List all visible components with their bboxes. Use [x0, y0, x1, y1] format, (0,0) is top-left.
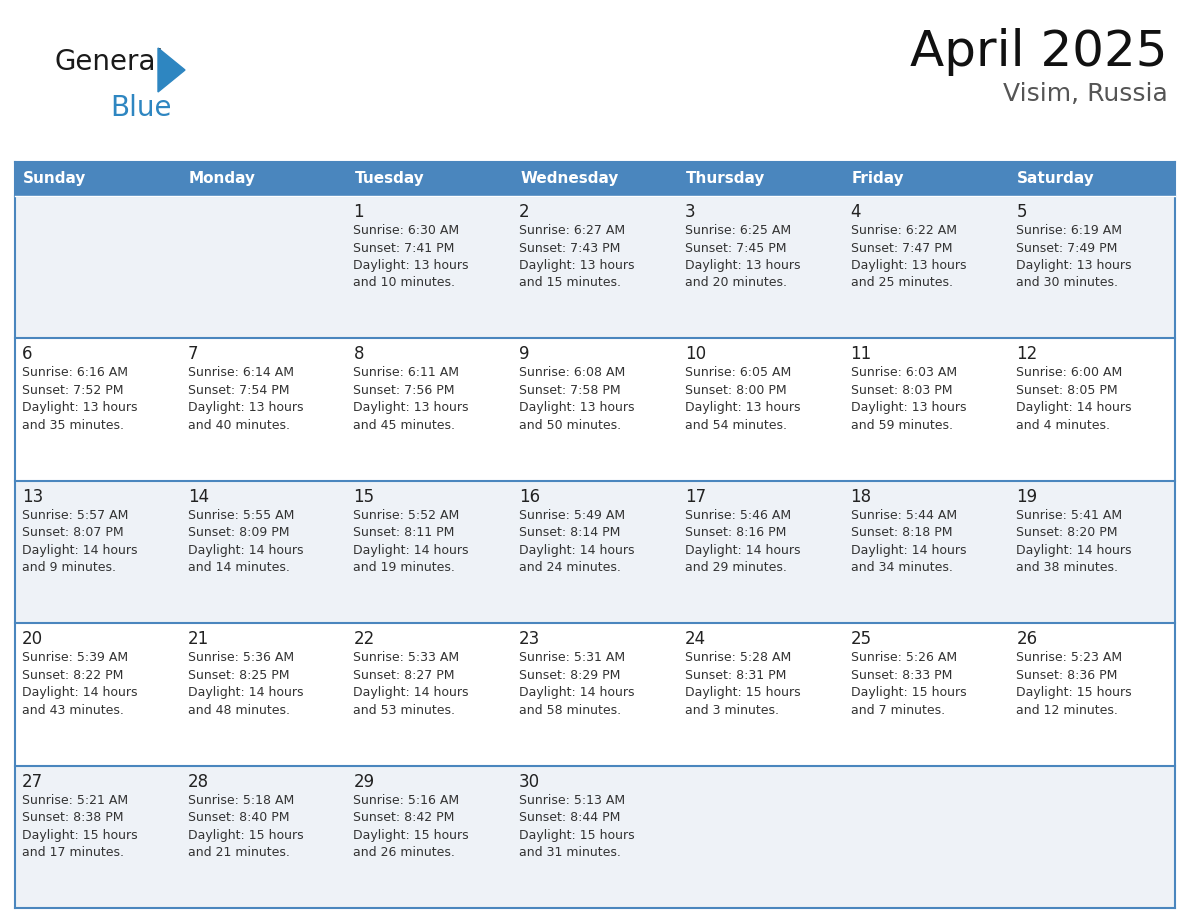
Bar: [15, 623, 1175, 766]
Text: Wednesday: Wednesday: [520, 172, 619, 186]
Text: Sunrise: 6:03 AM
Sunset: 8:03 PM
Daylight: 13 hours
and 59 minutes.: Sunrise: 6:03 AM Sunset: 8:03 PM Dayligh…: [851, 366, 966, 431]
Text: 25: 25: [851, 630, 872, 648]
Text: Sunrise: 6:25 AM
Sunset: 7:45 PM
Daylight: 13 hours
and 20 minutes.: Sunrise: 6:25 AM Sunset: 7:45 PM Dayligh…: [684, 224, 801, 289]
Text: Sunrise: 5:49 AM
Sunset: 8:14 PM
Daylight: 14 hours
and 24 minutes.: Sunrise: 5:49 AM Sunset: 8:14 PM Dayligh…: [519, 509, 634, 575]
Text: Sunrise: 5:55 AM
Sunset: 8:09 PM
Daylight: 14 hours
and 14 minutes.: Sunrise: 5:55 AM Sunset: 8:09 PM Dayligh…: [188, 509, 303, 575]
Bar: [15, 766, 1175, 908]
Text: 9: 9: [519, 345, 530, 364]
Text: 27: 27: [23, 773, 43, 790]
Text: Sunrise: 6:08 AM
Sunset: 7:58 PM
Daylight: 13 hours
and 50 minutes.: Sunrise: 6:08 AM Sunset: 7:58 PM Dayligh…: [519, 366, 634, 431]
Text: 7: 7: [188, 345, 198, 364]
Text: 23: 23: [519, 630, 541, 648]
Bar: [15, 481, 1175, 623]
Text: Sunrise: 5:57 AM
Sunset: 8:07 PM
Daylight: 14 hours
and 9 minutes.: Sunrise: 5:57 AM Sunset: 8:07 PM Dayligh…: [23, 509, 138, 575]
Text: Sunrise: 6:27 AM
Sunset: 7:43 PM
Daylight: 13 hours
and 15 minutes.: Sunrise: 6:27 AM Sunset: 7:43 PM Dayligh…: [519, 224, 634, 289]
Text: Sunrise: 5:46 AM
Sunset: 8:16 PM
Daylight: 14 hours
and 29 minutes.: Sunrise: 5:46 AM Sunset: 8:16 PM Dayligh…: [684, 509, 801, 575]
Text: Sunrise: 6:22 AM
Sunset: 7:47 PM
Daylight: 13 hours
and 25 minutes.: Sunrise: 6:22 AM Sunset: 7:47 PM Dayligh…: [851, 224, 966, 289]
Text: Tuesday: Tuesday: [354, 172, 424, 186]
Text: Sunrise: 6:16 AM
Sunset: 7:52 PM
Daylight: 13 hours
and 35 minutes.: Sunrise: 6:16 AM Sunset: 7:52 PM Dayligh…: [23, 366, 138, 431]
Text: 14: 14: [188, 487, 209, 506]
Text: Saturday: Saturday: [1017, 172, 1095, 186]
Text: 24: 24: [684, 630, 706, 648]
Bar: [15, 339, 1175, 481]
Text: 1: 1: [353, 203, 364, 221]
Text: 18: 18: [851, 487, 872, 506]
Text: 22: 22: [353, 630, 374, 648]
Text: 11: 11: [851, 345, 872, 364]
Text: 10: 10: [684, 345, 706, 364]
Text: Sunrise: 5:18 AM
Sunset: 8:40 PM
Daylight: 15 hours
and 21 minutes.: Sunrise: 5:18 AM Sunset: 8:40 PM Dayligh…: [188, 793, 303, 859]
Text: 12: 12: [1016, 345, 1037, 364]
Text: Visim, Russia: Visim, Russia: [1003, 82, 1168, 106]
Text: Sunrise: 6:19 AM
Sunset: 7:49 PM
Daylight: 13 hours
and 30 minutes.: Sunrise: 6:19 AM Sunset: 7:49 PM Dayligh…: [1016, 224, 1132, 289]
Text: Thursday: Thursday: [685, 172, 765, 186]
Bar: [15, 196, 1175, 339]
Text: Sunrise: 5:21 AM
Sunset: 8:38 PM
Daylight: 15 hours
and 17 minutes.: Sunrise: 5:21 AM Sunset: 8:38 PM Dayligh…: [23, 793, 138, 859]
Text: Sunrise: 6:05 AM
Sunset: 8:00 PM
Daylight: 13 hours
and 54 minutes.: Sunrise: 6:05 AM Sunset: 8:00 PM Dayligh…: [684, 366, 801, 431]
Text: Sunrise: 5:13 AM
Sunset: 8:44 PM
Daylight: 15 hours
and 31 minutes.: Sunrise: 5:13 AM Sunset: 8:44 PM Dayligh…: [519, 793, 634, 859]
Text: 6: 6: [23, 345, 32, 364]
Text: 3: 3: [684, 203, 695, 221]
Text: 28: 28: [188, 773, 209, 790]
Text: Sunrise: 5:26 AM
Sunset: 8:33 PM
Daylight: 15 hours
and 7 minutes.: Sunrise: 5:26 AM Sunset: 8:33 PM Dayligh…: [851, 651, 966, 717]
Text: 30: 30: [519, 773, 541, 790]
Text: 21: 21: [188, 630, 209, 648]
Text: Sunrise: 5:16 AM
Sunset: 8:42 PM
Daylight: 15 hours
and 26 minutes.: Sunrise: 5:16 AM Sunset: 8:42 PM Dayligh…: [353, 793, 469, 859]
Text: Sunrise: 6:30 AM
Sunset: 7:41 PM
Daylight: 13 hours
and 10 minutes.: Sunrise: 6:30 AM Sunset: 7:41 PM Dayligh…: [353, 224, 469, 289]
Text: 16: 16: [519, 487, 541, 506]
Text: Sunrise: 5:44 AM
Sunset: 8:18 PM
Daylight: 14 hours
and 34 minutes.: Sunrise: 5:44 AM Sunset: 8:18 PM Dayligh…: [851, 509, 966, 575]
Text: Sunrise: 5:31 AM
Sunset: 8:29 PM
Daylight: 14 hours
and 58 minutes.: Sunrise: 5:31 AM Sunset: 8:29 PM Dayligh…: [519, 651, 634, 717]
Text: 4: 4: [851, 203, 861, 221]
Text: 8: 8: [353, 345, 364, 364]
Text: Blue: Blue: [110, 94, 171, 122]
Text: 13: 13: [23, 487, 43, 506]
Text: 5: 5: [1016, 203, 1026, 221]
Text: General: General: [55, 48, 164, 76]
Text: 26: 26: [1016, 630, 1037, 648]
Text: Sunrise: 5:33 AM
Sunset: 8:27 PM
Daylight: 14 hours
and 53 minutes.: Sunrise: 5:33 AM Sunset: 8:27 PM Dayligh…: [353, 651, 469, 717]
Text: 2: 2: [519, 203, 530, 221]
Text: Sunrise: 5:36 AM
Sunset: 8:25 PM
Daylight: 14 hours
and 48 minutes.: Sunrise: 5:36 AM Sunset: 8:25 PM Dayligh…: [188, 651, 303, 717]
Text: Friday: Friday: [852, 172, 904, 186]
Text: 19: 19: [1016, 487, 1037, 506]
Text: Sunrise: 6:14 AM
Sunset: 7:54 PM
Daylight: 13 hours
and 40 minutes.: Sunrise: 6:14 AM Sunset: 7:54 PM Dayligh…: [188, 366, 303, 431]
Text: 15: 15: [353, 487, 374, 506]
Text: April 2025: April 2025: [910, 28, 1168, 76]
Text: 29: 29: [353, 773, 374, 790]
Text: Sunrise: 5:23 AM
Sunset: 8:36 PM
Daylight: 15 hours
and 12 minutes.: Sunrise: 5:23 AM Sunset: 8:36 PM Dayligh…: [1016, 651, 1132, 717]
Text: Sunrise: 5:52 AM
Sunset: 8:11 PM
Daylight: 14 hours
and 19 minutes.: Sunrise: 5:52 AM Sunset: 8:11 PM Dayligh…: [353, 509, 469, 575]
Text: Sunrise: 6:00 AM
Sunset: 8:05 PM
Daylight: 14 hours
and 4 minutes.: Sunrise: 6:00 AM Sunset: 8:05 PM Dayligh…: [1016, 366, 1132, 431]
Polygon shape: [158, 48, 185, 92]
Text: 20: 20: [23, 630, 43, 648]
Text: Sunrise: 5:28 AM
Sunset: 8:31 PM
Daylight: 15 hours
and 3 minutes.: Sunrise: 5:28 AM Sunset: 8:31 PM Dayligh…: [684, 651, 801, 717]
Text: Sunday: Sunday: [23, 172, 87, 186]
Text: Sunrise: 5:41 AM
Sunset: 8:20 PM
Daylight: 14 hours
and 38 minutes.: Sunrise: 5:41 AM Sunset: 8:20 PM Dayligh…: [1016, 509, 1132, 575]
Bar: [15, 162, 1175, 196]
Text: Sunrise: 5:39 AM
Sunset: 8:22 PM
Daylight: 14 hours
and 43 minutes.: Sunrise: 5:39 AM Sunset: 8:22 PM Dayligh…: [23, 651, 138, 717]
Text: Sunrise: 6:11 AM
Sunset: 7:56 PM
Daylight: 13 hours
and 45 minutes.: Sunrise: 6:11 AM Sunset: 7:56 PM Dayligh…: [353, 366, 469, 431]
Text: Monday: Monday: [189, 172, 255, 186]
Text: 17: 17: [684, 487, 706, 506]
